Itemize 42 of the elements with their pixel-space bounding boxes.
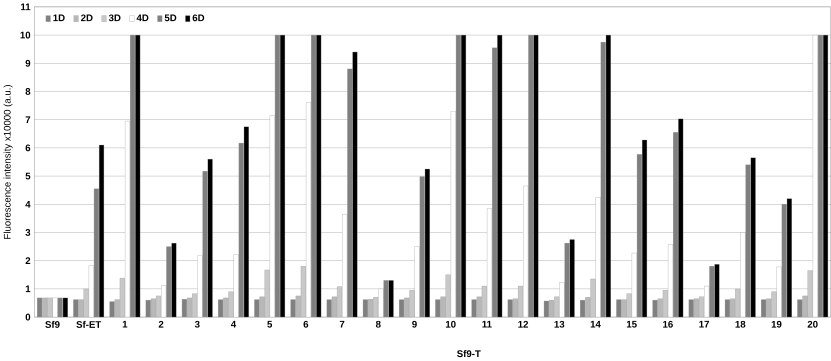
y-tick-label: 1 <box>26 286 30 292</box>
x-tick-label: 5 <box>267 321 272 328</box>
x-tick-label: 17 <box>699 321 710 328</box>
text: Sf9-T <box>457 350 481 358</box>
x-tick-label: 3 <box>194 321 200 328</box>
legend-label: 6D <box>192 14 204 22</box>
x-tick-label: 18 <box>736 321 746 328</box>
x-tick-label: 16 <box>663 321 673 328</box>
y-axis-title: Fluorescence intensity x10000 (a.u.) <box>4 85 13 239</box>
y-tick-label: 3 <box>25 229 30 236</box>
x-tick-label: 20 <box>808 321 818 328</box>
y-tick-label: 7 <box>26 116 30 124</box>
y-tick-label: 5 <box>26 172 30 180</box>
x-tick-label: 15 <box>626 321 637 328</box>
x-tick-label: 14 <box>590 321 601 328</box>
legend-label: 3D <box>108 14 120 22</box>
x-tick-label: 6 <box>304 321 308 328</box>
x-tick-label: 11 <box>482 321 492 328</box>
y-tick-label: 4 <box>25 201 31 208</box>
x-tick-label: 1 <box>122 321 128 328</box>
x-tick-label: 4 <box>230 321 236 328</box>
y-tick-label: 2 <box>26 257 30 264</box>
y-tick-label: 10 <box>20 32 30 39</box>
x-tick-label: 8 <box>376 321 381 328</box>
x-tick-label: 19 <box>772 321 782 328</box>
x-tick-label: Sf-ET <box>76 321 102 328</box>
y-tick-label: 11 <box>21 4 30 10</box>
x-tick-label: Sf9 <box>45 321 60 328</box>
x-tick-label: 2 <box>158 321 164 328</box>
x-tick-label: 7 <box>340 321 344 328</box>
x-tick-label: 12 <box>518 321 528 328</box>
y-tick-label: 6 <box>26 144 30 152</box>
y-tick-label: 8 <box>26 88 30 96</box>
x-tick-label: 10 <box>446 321 456 328</box>
legend-label: 1D <box>53 14 65 22</box>
legend-label: 5D <box>164 14 176 22</box>
y-tick-label: 0 <box>26 314 30 321</box>
legend-label: 2D <box>81 14 93 22</box>
x-tick-label: 13 <box>554 321 564 328</box>
legend-label: 4D <box>136 14 148 22</box>
y-tick-label: 9 <box>26 60 30 67</box>
x-tick-label: 9 <box>412 321 417 328</box>
